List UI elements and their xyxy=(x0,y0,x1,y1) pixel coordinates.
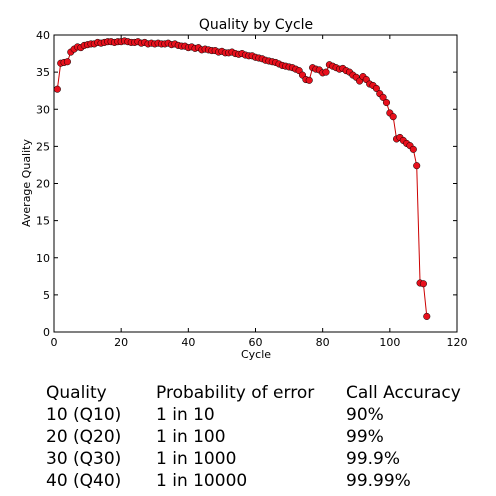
plot-frame xyxy=(53,34,458,333)
y-axis-label: Average Quality xyxy=(20,139,33,227)
table-row: 40 (Q40) 1 in 10000 99.99% xyxy=(46,470,461,492)
x-tick-label: 80 xyxy=(316,336,330,349)
accuracy-cell: 99.9% xyxy=(346,449,401,469)
y-tick-label: 10 xyxy=(36,252,50,265)
chart-title: Quality by Cycle xyxy=(199,17,313,33)
y-tick-label: 30 xyxy=(36,103,50,116)
accuracy-cell: 99% xyxy=(346,427,384,447)
data-point xyxy=(382,99,391,107)
probability-cell: 1 in 10 xyxy=(156,405,215,425)
table-row: 10 (Q10) 1 in 10 90% xyxy=(46,404,461,426)
column-header-probability: Probability of error xyxy=(156,383,315,403)
data-point xyxy=(379,93,387,101)
data-point xyxy=(389,113,397,121)
data-point xyxy=(372,84,380,93)
y-tick-label: 35 xyxy=(36,66,50,79)
data-point xyxy=(413,162,421,170)
quality-cell: 20 (Q20) xyxy=(46,427,122,447)
data-point xyxy=(423,312,431,320)
y-tick-label: 15 xyxy=(36,215,50,228)
data-point xyxy=(409,145,417,153)
accuracy-cell: 90% xyxy=(346,405,384,425)
quality-cell: 40 (Q40) xyxy=(46,471,122,491)
x-tick-label: 100 xyxy=(379,336,400,349)
data-point xyxy=(322,68,330,76)
probability-cell: 1 in 10000 xyxy=(156,471,248,491)
table-row: 30 (Q30) 1 in 1000 99.9% xyxy=(46,448,461,470)
data-point xyxy=(53,85,61,93)
column-header-quality: Quality xyxy=(46,383,107,403)
x-tick-label: 20 xyxy=(114,336,128,349)
y-tick-label: 0 xyxy=(43,326,50,339)
accuracy-cell: 99.99% xyxy=(346,471,411,491)
y-tick-label: 5 xyxy=(43,289,50,302)
y-tick-label: 25 xyxy=(36,140,50,153)
x-tick-label: 40 xyxy=(181,336,195,349)
data-point xyxy=(63,58,71,66)
quality-cell: 10 (Q10) xyxy=(46,405,122,425)
probability-cell: 1 in 1000 xyxy=(156,449,237,469)
column-header-accuracy: Call Accuracy xyxy=(346,383,461,403)
data-point xyxy=(305,76,313,84)
x-tick-label: 120 xyxy=(447,336,468,349)
quality-chart: Quality by Cycle Cycle Average Quality 0… xyxy=(20,17,468,361)
quality-table: Quality Probability of error Call Accura… xyxy=(46,382,461,492)
x-tick-label: 0 xyxy=(51,336,58,349)
y-tick-label: 40 xyxy=(36,29,50,42)
table-header-row: Quality Probability of error Call Accura… xyxy=(46,382,461,404)
quality-cell: 30 (Q30) xyxy=(46,449,122,469)
table-row: 20 (Q20) 1 in 100 99% xyxy=(46,426,461,448)
probability-cell: 1 in 100 xyxy=(156,427,226,447)
x-axis-label: Cycle xyxy=(241,348,271,361)
data-point xyxy=(419,280,427,288)
x-tick-label: 60 xyxy=(249,336,263,349)
y-tick-label: 20 xyxy=(36,178,50,191)
